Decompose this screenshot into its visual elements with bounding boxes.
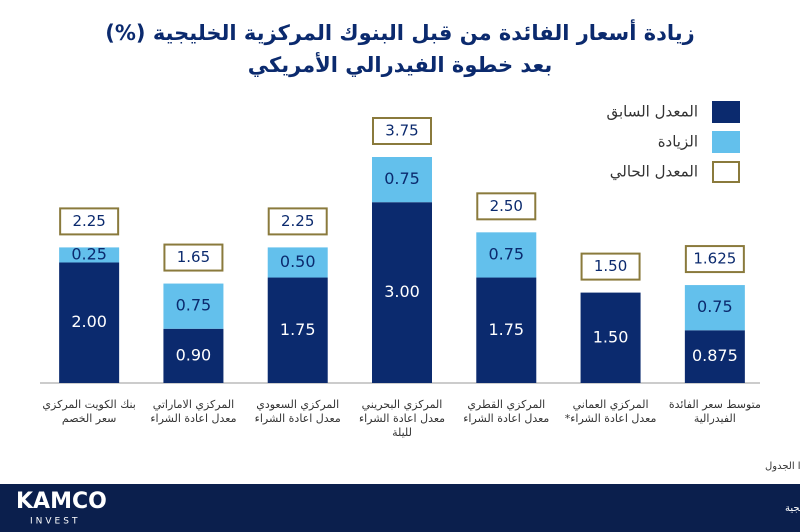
legend-swatch — [712, 101, 740, 123]
legend-swatch — [712, 161, 740, 183]
legend-label: الزيادة — [658, 133, 698, 151]
logo: KAMCO — [16, 489, 107, 514]
x-tick-label: متوسط سعر الفائدة الفيدرالية — [668, 398, 761, 425]
bar — [59, 262, 120, 383]
bar — [684, 330, 745, 383]
bar — [476, 232, 537, 278]
legend-label: المعدل الحالي — [610, 163, 698, 182]
value-label: 0.75 — [488, 244, 524, 263]
total-label: 1.50 — [594, 257, 627, 275]
total-box — [267, 207, 328, 236]
bar — [163, 283, 224, 329]
value-label: 0.75 — [176, 296, 212, 315]
value-label: 1.50 — [593, 327, 629, 346]
x-tick-label: المركزي العماني معدل اعادة الشراء* — [564, 398, 657, 425]
total-label: 2.25 — [281, 212, 314, 230]
bar — [580, 292, 641, 383]
value-label: 0.25 — [71, 244, 107, 263]
footer — [0, 484, 800, 532]
source: المصدر: بحوث كامكو إنفست، بلومبيرغ، البن… — [785, 503, 800, 514]
total-box — [684, 245, 745, 274]
logo-sub: INVEST — [30, 517, 80, 527]
value-label: 0.75 — [384, 169, 420, 188]
value-label: 0.75 — [697, 297, 733, 316]
bar — [372, 202, 432, 383]
chart-title: زيادة أسعار الفائدة من قبل البنوك المركز… — [105, 18, 694, 45]
bar — [267, 247, 328, 278]
total-label: 2.50 — [490, 197, 523, 215]
total-label: 2.25 — [72, 212, 105, 230]
note: * ملاحظة: لم يتم الاعلان من المركزي العم… — [765, 461, 800, 472]
value-label: 1.75 — [488, 320, 524, 339]
bar — [59, 247, 120, 263]
x-tick-label: المركزي السعودي معدل اعادة الشراء — [254, 398, 341, 425]
total-box — [163, 243, 224, 272]
x-tick-label: بنك الكويت المركزي سعر الخصم — [42, 398, 136, 425]
value-label: 1.75 — [280, 320, 316, 339]
total-label: 1.625 — [693, 250, 736, 268]
value-label: 0.875 — [692, 346, 738, 365]
legend-swatch — [712, 131, 740, 153]
x-tick-label: المركزي البحريني معدل اعادة الشراء لليلة — [358, 398, 446, 439]
total-box — [372, 117, 432, 145]
total-box — [580, 252, 641, 281]
x-tick-label: المركزي القطري معدل اعادة الشراء — [463, 398, 550, 425]
bar — [684, 285, 745, 331]
bar — [163, 328, 224, 383]
chart-subtitle: بعد خطوة الفيدرالي الأمريكي — [248, 51, 553, 77]
bar — [267, 277, 328, 383]
x-tick-label: المركزي الاماراتي معدل اعادة الشراء — [150, 398, 237, 425]
value-label: 3.00 — [384, 282, 420, 301]
total-box — [476, 192, 537, 221]
bar — [372, 157, 432, 203]
total-box — [59, 207, 120, 236]
bar — [476, 277, 537, 383]
total-label: 1.65 — [177, 248, 210, 266]
value-label: 2.00 — [71, 312, 107, 331]
value-label: 0.90 — [176, 345, 212, 364]
legend-label: المعدل السابق — [606, 103, 698, 121]
total-label: 3.75 — [385, 122, 418, 140]
value-label: 0.50 — [280, 252, 316, 271]
